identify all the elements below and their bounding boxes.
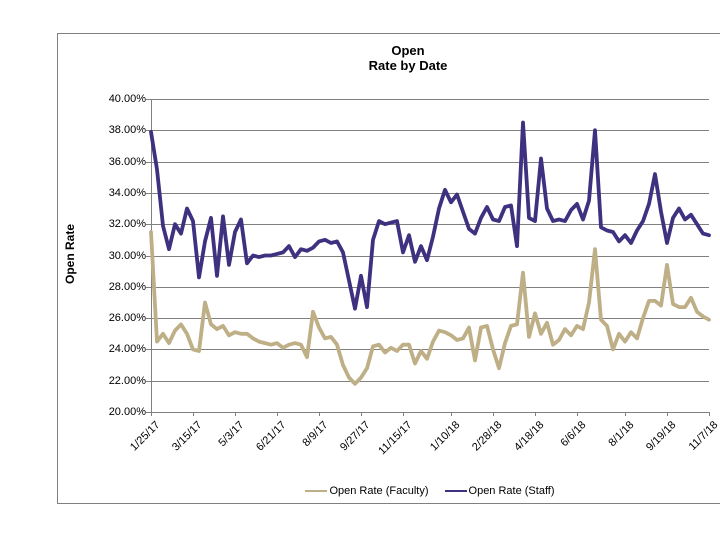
y-tick-label: 20.00% [108,406,146,418]
x-tick-label: 1/10/18 [428,419,463,454]
x-tick-label: 11/15/17 [376,419,415,458]
chart-title: Open Rate by Date [108,43,708,73]
y-tick-label: 40.00% [108,93,146,105]
legend-item: Open Rate (Staff) [444,485,555,497]
chart-canvas[interactable]: Open Rate by Date Open Rate 40.00% 38.00%… [57,33,720,504]
x-tick-label: 9/27/17 [338,419,373,454]
x-tick-label: 6/6/18 [558,419,589,450]
y-tick-label: 30.00% [108,249,146,262]
x-axis-tick-labels: 1/25/17 3/15/17 5/3/17 6/21/17 8/9/17 9/27/17… [58,34,720,504]
legend-swatch [444,490,467,492]
y-tick-label: 22.00% [108,374,146,387]
y-tick-label: 36.00% [108,155,146,168]
x-tick-label: 1/25/17 [128,419,163,454]
chart-title-line1: Open [391,43,425,58]
legend-label: Open Rate (Staff) [468,485,555,497]
chart-legend: Open Rate (Faculty) Open Rate (Staff) [151,483,709,499]
x-tick-label: 3/15/17 [170,419,205,454]
x-tick-label: 9/19/18 [644,419,679,454]
chart-title-line2: Rate by Date [368,58,448,73]
legend-swatch [305,490,328,492]
legend-label: Open Rate (Faculty) [329,485,429,497]
x-tick-label: 6/21/17 [254,419,289,454]
x-tick-label: 8/9/17 [300,419,331,450]
y-axis-tick-labels: 40.00% 38.00% 36.00% 34.00% 32.00% 30.00% 28.0… [58,34,146,434]
plot-area [146,99,711,416]
y-tick-label: 32.00% [108,218,146,231]
x-tick-label: 4/18/18 [512,419,547,454]
y-tick-label: 26.00% [108,312,146,325]
legend-item: Open Rate (Faculty) [305,485,429,497]
series-line-open-rate-staff [149,120,711,311]
y-tick-label: 24.00% [108,343,146,356]
x-tick-label: 8/1/18 [606,419,637,450]
x-tick-label: 11/7/18 [686,419,720,453]
y-tick-label: 34.00% [108,186,146,199]
plot-svg [146,99,711,416]
y-tick-label: 28.00% [108,280,146,293]
y-tick-label: 38.00% [108,124,146,137]
x-tick-label: 2/28/18 [470,419,505,454]
series-line-open-rate-faculty [149,230,711,386]
x-tick-label: 5/3/17 [216,419,247,450]
